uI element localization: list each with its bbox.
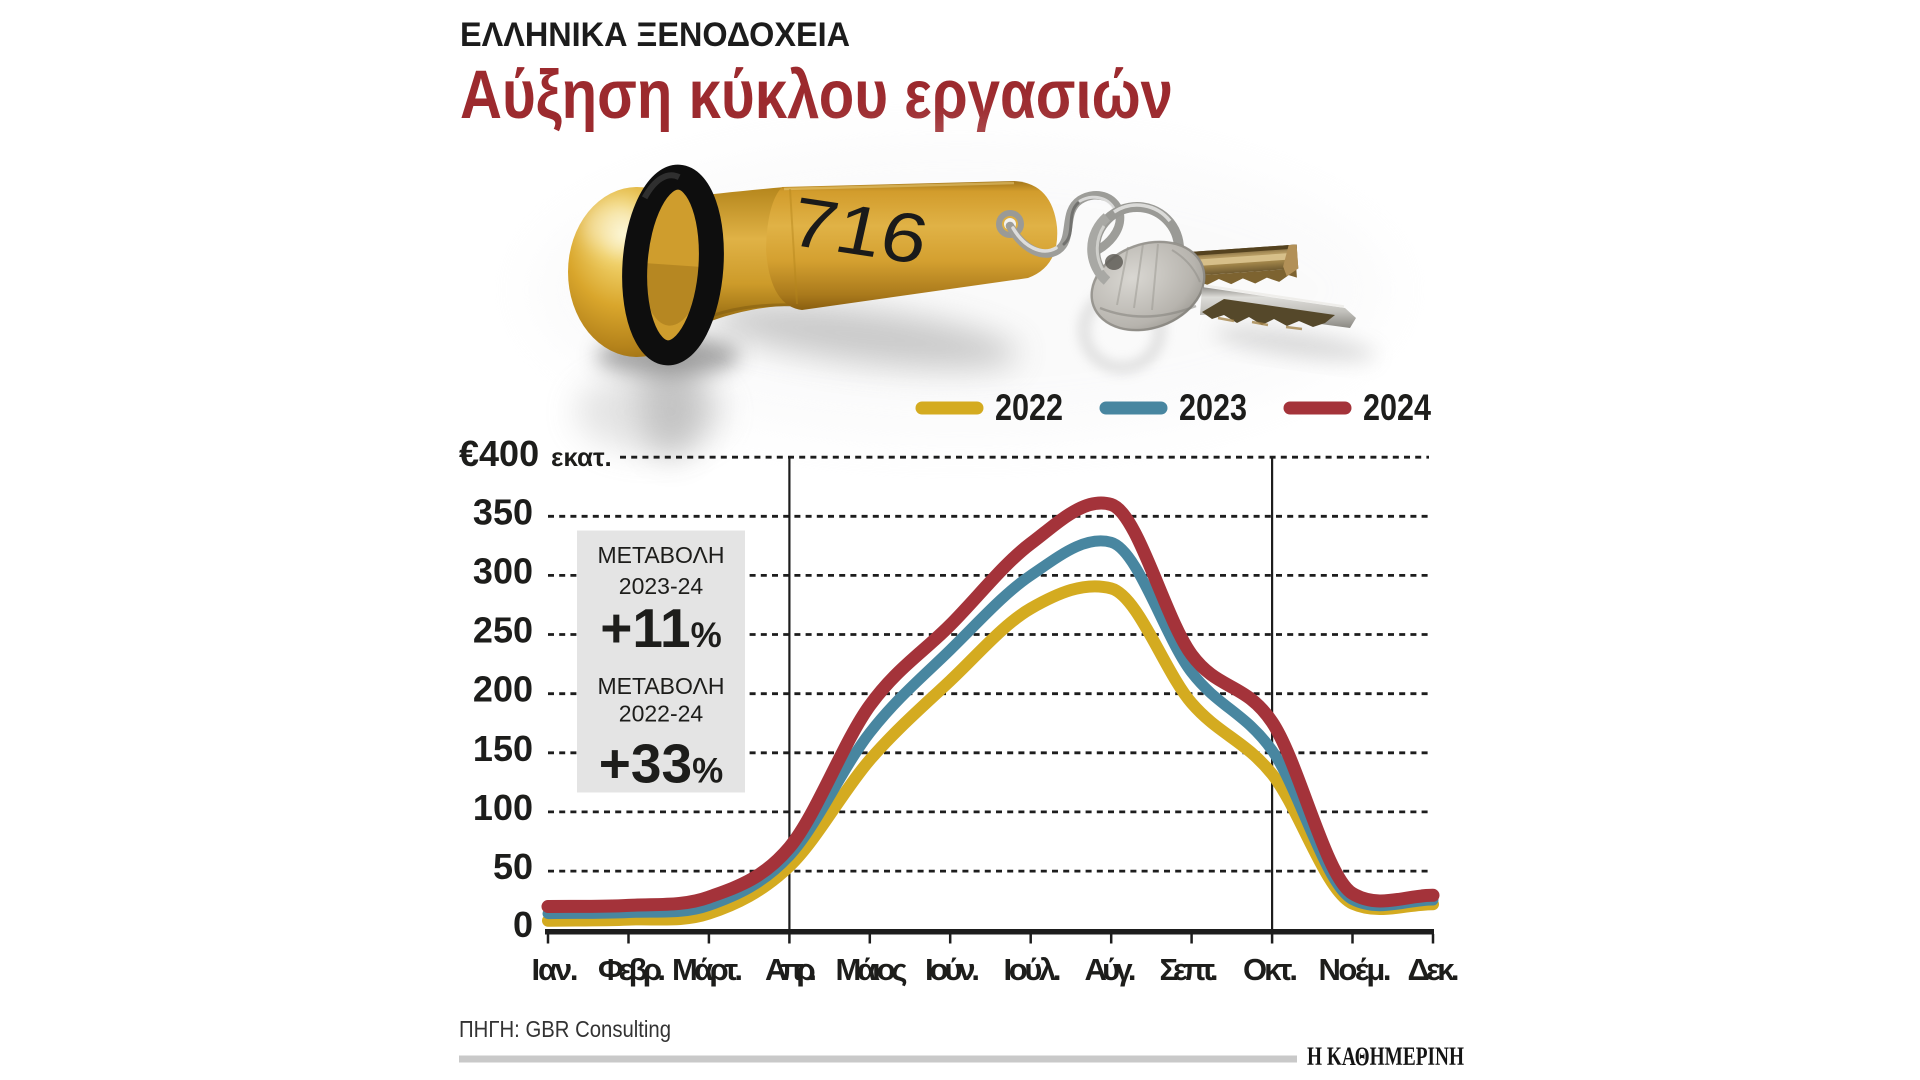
svg-text:Αύξηση κύκλου εργασιών: Αύξηση κύκλου εργασιών xyxy=(460,56,1173,133)
svg-text:2022-24: 2022-24 xyxy=(619,701,704,727)
svg-text:ΜΕΤΑΒΟΛΗ: ΜΕΤΑΒΟΛΗ xyxy=(598,673,725,699)
svg-text:Αύγ.: Αύγ. xyxy=(1085,952,1137,987)
svg-text:2022: 2022 xyxy=(995,387,1063,428)
svg-text:Απρ.: Απρ. xyxy=(765,952,817,987)
svg-text:Ιούν.: Ιούν. xyxy=(925,952,980,987)
svg-text:Σεπτ.: Σεπτ. xyxy=(1160,952,1219,987)
svg-text:250: 250 xyxy=(473,610,533,651)
svg-text:2023-24: 2023-24 xyxy=(619,573,704,599)
svg-text:Η ΚΑΘΗΜΕΡΙΝΗ: Η ΚΑΘΗΜΕΡΙΝΗ xyxy=(1307,1042,1464,1071)
svg-text:100: 100 xyxy=(473,787,533,828)
svg-text:150: 150 xyxy=(473,728,533,769)
svg-text:Δεκ.: Δεκ. xyxy=(1408,952,1460,987)
svg-text:2023: 2023 xyxy=(1179,387,1247,428)
svg-text:ΠΗΓΗ: GBR Consulting: ΠΗΓΗ: GBR Consulting xyxy=(459,1016,671,1042)
svg-text:200: 200 xyxy=(473,669,533,710)
svg-text:300: 300 xyxy=(473,550,533,591)
svg-text:ΜΕΤΑΒΟΛΗ: ΜΕΤΑΒΟΛΗ xyxy=(598,542,725,568)
svg-text:Οκτ.: Οκτ. xyxy=(1243,952,1298,987)
svg-text:Ιούλ.: Ιούλ. xyxy=(1004,952,1062,987)
svg-text:Ιαν.: Ιαν. xyxy=(532,952,579,987)
svg-text:€400: €400 xyxy=(459,433,539,474)
svg-text:350: 350 xyxy=(473,491,533,532)
svg-text:ΕΛΛΗΝΙΚΑ ΞΕΝΟΔΟΧΕΙΑ: ΕΛΛΗΝΙΚΑ ΞΕΝΟΔΟΧΕΙΑ xyxy=(460,16,850,54)
svg-text:Μάρτ.: Μάρτ. xyxy=(672,952,743,987)
svg-text:50: 50 xyxy=(493,846,533,887)
svg-text:2024: 2024 xyxy=(1363,387,1431,428)
svg-text:εκατ.: εκατ. xyxy=(551,442,612,472)
svg-text:Νοέμ.: Νοέμ. xyxy=(1319,952,1392,987)
svg-text:Φεβρ.: Φεβρ. xyxy=(598,952,666,987)
svg-text:Μάιος: Μάιος xyxy=(836,952,908,987)
svg-text:0: 0 xyxy=(513,904,533,945)
